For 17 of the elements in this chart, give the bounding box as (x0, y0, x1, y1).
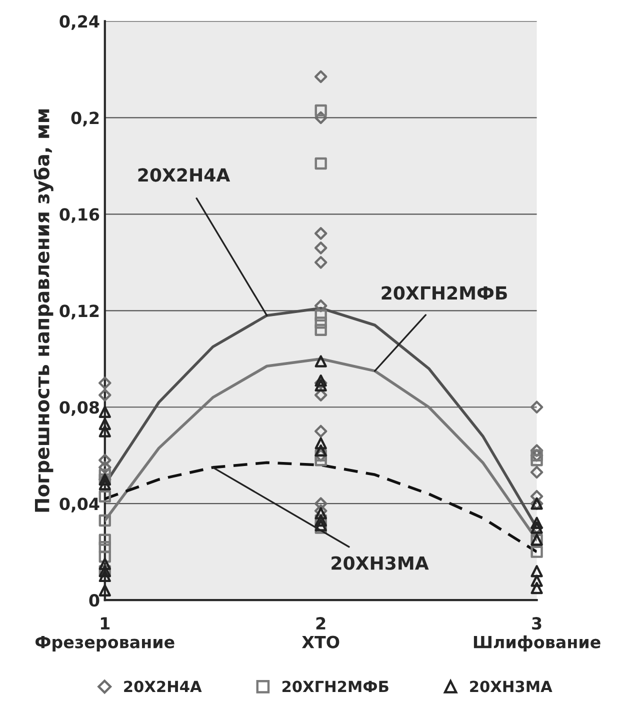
y-tick-label: 0,12 (60, 304, 99, 320)
legend-label: 20ХН3МА (470, 680, 552, 692)
legend-label: 20Х2Н4А (124, 680, 202, 692)
y-axis-title: Погрешность направления зуба, мм (34, 109, 54, 512)
x-tick-label: 2 ХТО (302, 617, 340, 648)
legend-label: 20ХГН2МФБ (282, 680, 388, 692)
x-tick-label: 3 Шлифование (474, 617, 600, 652)
y-tick-label: 0,08 (60, 401, 99, 416)
y-tick-label: 0,24 (60, 15, 100, 30)
x-tick-label: 1 Фрезерование (36, 617, 174, 652)
annotation: 20Х2Н4А (138, 168, 230, 182)
annotation: 20ХН3МА (332, 556, 429, 570)
y-tick-label: 0,16 (60, 208, 100, 223)
y-tick-label: 0,2 (71, 112, 99, 126)
y-tick-label: 0,04 (60, 498, 100, 512)
y-tick-label: 0 (89, 594, 100, 607)
annotation: 20ХГН2МФБ (382, 286, 507, 300)
